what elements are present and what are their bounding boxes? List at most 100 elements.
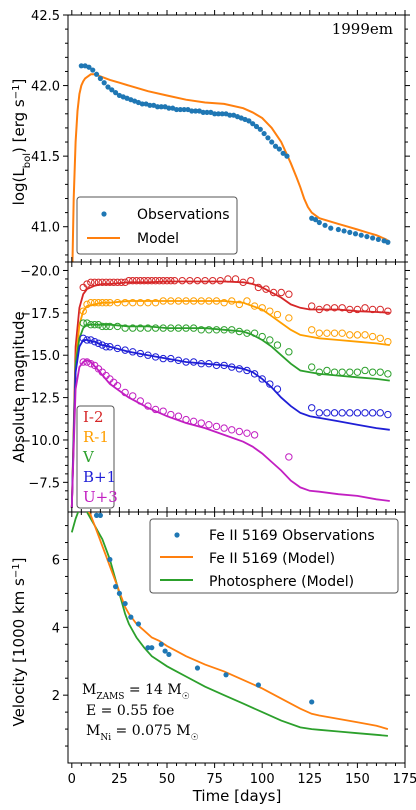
observation-point — [272, 143, 279, 149]
observation-point — [97, 512, 103, 518]
observation-point — [129, 324, 137, 332]
observation-point — [247, 276, 255, 285]
observation-point — [273, 341, 282, 349]
observation-point — [227, 112, 233, 118]
observation-point — [163, 276, 171, 285]
observation-point — [235, 365, 244, 373]
observation-point — [200, 109, 206, 115]
observation-point — [243, 366, 251, 375]
observation-point — [83, 358, 91, 366]
observation-point — [106, 343, 114, 351]
observation-point — [112, 90, 119, 96]
x-tick-label: 50 — [159, 772, 176, 787]
y-tick-label: −10.0 — [20, 434, 60, 449]
time-xlabel: Time [days] — [192, 787, 282, 805]
observation-point — [79, 358, 87, 366]
observation-point — [368, 368, 377, 376]
observation-point — [159, 354, 167, 363]
observation-point — [113, 344, 122, 353]
plot-area — [70, 275, 392, 508]
observation-point — [266, 336, 274, 344]
observation-point — [219, 111, 225, 117]
observation-point — [189, 108, 195, 114]
observation-point — [139, 101, 145, 107]
observation-point — [323, 409, 331, 417]
observation-point — [79, 283, 87, 292]
model-line — [70, 300, 390, 508]
observation-point — [167, 324, 175, 332]
plot-area — [70, 512, 389, 737]
observation-point — [224, 275, 232, 283]
observation-point — [258, 304, 266, 312]
legend-observations-label: Observations — [137, 207, 230, 223]
observation-point — [328, 225, 334, 231]
observation-point — [204, 109, 210, 115]
legend-label: Fe II 5169 (Model) — [209, 551, 335, 567]
observation-point — [212, 297, 221, 305]
observation-point — [235, 427, 244, 436]
observation-point — [361, 409, 369, 417]
observation-point — [368, 305, 377, 314]
y-tick-label: 4 — [52, 621, 60, 636]
observation-point — [129, 298, 137, 307]
observation-point — [315, 409, 324, 417]
observation-point — [197, 326, 205, 334]
observation-point — [109, 87, 115, 93]
observation-point — [312, 217, 319, 223]
observation-point — [255, 682, 261, 688]
model-line — [70, 280, 390, 508]
observation-point — [353, 305, 362, 314]
observation-point — [109, 378, 118, 387]
observation-point — [98, 298, 106, 307]
mni-param: MNi = 0.075 M☉ — [86, 723, 199, 743]
observation-point — [285, 314, 293, 322]
model-line — [71, 73, 391, 262]
model-line — [70, 339, 390, 508]
legend-label: Fe II 5169 Observations — [209, 528, 375, 544]
observation-point — [102, 343, 110, 351]
observation-point — [269, 288, 278, 297]
observation-point — [166, 651, 172, 658]
observation-point — [181, 106, 187, 113]
observation-point — [368, 332, 377, 341]
legend-frame — [76, 196, 238, 255]
band-legend: I-2 R-1 V B+1 U+3 — [76, 405, 118, 509]
observation-point — [102, 278, 110, 287]
observation-point — [170, 276, 179, 285]
legend-frame — [76, 405, 115, 509]
observation-point — [330, 409, 339, 417]
bolometric-ylabel: log(Lbol) [erg s−1] — [10, 79, 33, 206]
observation-point — [177, 106, 183, 113]
observation-point — [266, 307, 274, 315]
observation-point — [159, 407, 167, 415]
velocity-ylabel: Velocity [1000 km s−1] — [10, 558, 28, 727]
observation-point — [151, 405, 160, 414]
observation-point — [273, 310, 282, 319]
observation-point — [145, 645, 151, 651]
observation-point — [258, 332, 266, 341]
observation-point — [122, 600, 128, 607]
observation-point — [94, 278, 103, 287]
observation-point — [228, 363, 236, 371]
observation-point — [220, 326, 228, 334]
observation-point — [212, 326, 221, 334]
observation-point — [262, 285, 270, 293]
y-tick-label: 41.0 — [31, 221, 60, 236]
legend-observations-marker — [101, 211, 107, 217]
observation-point — [87, 321, 95, 329]
observation-point — [136, 397, 145, 405]
observation-point — [216, 276, 225, 285]
observation-point — [220, 298, 228, 307]
observation-point — [182, 415, 190, 424]
observation-point — [323, 329, 331, 337]
observation-point — [90, 278, 99, 287]
model-params: MZAMS = 14 M☉ E = 0.55 foe MNi = 0.075 M… — [82, 682, 199, 743]
observation-point — [250, 302, 259, 310]
observation-point — [285, 290, 293, 298]
observation-point — [254, 283, 263, 292]
observation-point — [79, 307, 87, 315]
observation-point — [361, 331, 369, 339]
y-tick-label: −15.0 — [20, 349, 60, 364]
observation-point — [140, 276, 148, 285]
observation-point — [347, 229, 353, 235]
